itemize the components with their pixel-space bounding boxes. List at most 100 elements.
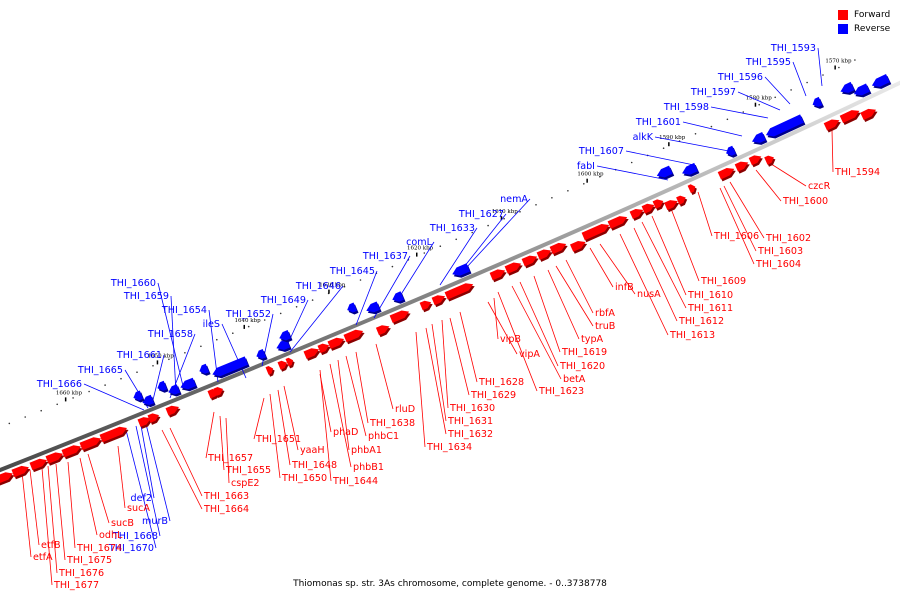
forward-gene-arrow [61,445,81,458]
reverse-gene-arrow [452,263,470,276]
reverse-gene-label: THI_1627 [458,209,504,220]
reverse-gene-label-leader [465,198,531,269]
forward-gene-label: THI_1630 [449,403,495,414]
reverse-gene-arrow [212,356,249,377]
forward-gene-label: THI_1644 [332,476,378,487]
forward-gene-arrow [11,465,29,478]
forward-gene-label-leader [29,469,40,546]
reverse-gene-arrow [199,363,210,374]
gene-labels: THI_1593 THI_1595 THI_1596 THI_1597 THI_1598… [33,43,880,591]
reverse-gene-label: nemA [500,194,528,205]
forward-gene-label-leader [831,129,834,173]
forward-gene-label: THI_1623 [538,386,584,397]
forward-gene-label-leader [441,319,449,409]
forward-gene-arrow [687,184,696,193]
forward-gene-arrow [317,343,330,354]
reverse-gene-label: THI_1598 [663,102,709,113]
forward-gene-arrow [29,458,47,471]
forward-gene-arrow [549,242,567,255]
forward-gene-label: phaD [333,427,358,438]
scale-dot [311,299,314,301]
forward-gene-arrow [389,310,410,323]
kbp-tick-mark [156,360,159,365]
reverse-gene-label: THI_1601 [635,117,681,128]
scale-dot [88,390,90,393]
reverse-gene-label-leader [145,423,171,522]
reverse-gene-label-leader [135,425,161,537]
legend: Forward Reverse [838,8,890,36]
forward-gene-label-leader [493,297,499,340]
forward-gene-label-leader [329,363,352,468]
forward-gene-arrow [641,203,655,214]
forward-gene-label: THI_1632 [447,429,493,440]
kbp-tick-mark [416,252,418,257]
scale-dot [8,422,11,425]
forward-gene-label: THI_1613 [669,330,715,341]
scale-dot [247,325,250,328]
reverse-gene-label: THI_1595 [745,57,791,68]
forward-gene-label-leader [375,343,394,410]
kbp-tick-mark [328,289,330,294]
kbp-tick-mark [586,178,588,183]
forward-gene-arrow [444,283,474,300]
forward-gene-label: THI_1619 [561,347,607,358]
forward-gene-label: THI_1650 [281,473,327,484]
scale-dot [710,125,713,128]
forward-gene-label: THI_1676 [58,568,104,579]
reverse-gene-label-leader [459,213,507,273]
reverse-gene-label: THI_1633 [429,223,475,234]
reverse-gene-arrow [180,377,197,390]
scale-dot [583,183,585,185]
forward-gene-label: truB [595,321,615,332]
forward-gene-label: rluD [395,404,415,415]
forward-gene-label-leader [697,191,713,237]
genome-caption: Thiomonas sp. str. 3As chromosome, compl… [293,579,607,589]
forward-gene-label: THI_1648 [291,460,337,471]
legend-reverse: Reverse [838,22,890,36]
forward-gene-label: yaaH [300,445,325,456]
forward-gene-label: THI_1638 [369,418,415,429]
forward-gene-arrow [213,387,223,396]
forward-gene-label-leader [283,385,299,451]
forward-gene-arrow [536,249,552,260]
forward-swatch [838,10,848,20]
reverse-gene-label: THI_1593 [770,43,816,54]
reverse-gene-arrow [766,114,804,137]
forward-gene-arrow [303,348,320,359]
forward-gene-label: THI_1657 [207,453,253,464]
reverse-gene-label: THI_1607 [578,146,624,157]
reverse-gene-label-leader [439,227,478,286]
scale-dot [567,190,569,192]
kbp-tick-label: 1590 kbp [659,135,686,141]
scale-dot [184,352,186,354]
forward-gene-label: THI_1611 [687,303,733,314]
forward-gene-label-leader [345,355,367,437]
reverse-gene-label: comL [406,237,432,248]
forward-gene-label-leader [277,389,291,466]
forward-gene-label-leader [729,181,765,239]
reverse-gene-label: THI_1649 [260,295,306,306]
forward-gene-label-leader [355,351,369,424]
scale-dot [535,204,537,206]
forward-gene-label-leader [669,205,700,282]
forward-gene-label: THI_1609 [700,276,746,287]
forward-gene-arrow [285,357,294,367]
scale-dot [503,217,505,220]
scale-dot [232,332,234,335]
reverse-gene-label: def2 [131,493,152,504]
scale-dot [822,74,824,76]
forward-gene-arrow [823,119,840,131]
forward-gene-label-leader [533,275,561,353]
legend-forward: Forward [838,8,890,22]
forward-gene-label-leader [205,411,215,459]
reverse-gene-label: THI_1658 [147,329,193,340]
reverse-gene-label: THI_1659 [123,291,169,302]
kbp-tick-mark [754,102,757,107]
forward-gene-arrow [343,329,364,343]
kbp-tick-label: 1580 kbp [746,96,773,102]
reverse-gene-label: ileS [203,319,220,330]
forward-gene-label: vipB [500,334,521,345]
reverse-gene-arrow [347,302,357,313]
forward-gene-label-leader [219,415,225,471]
